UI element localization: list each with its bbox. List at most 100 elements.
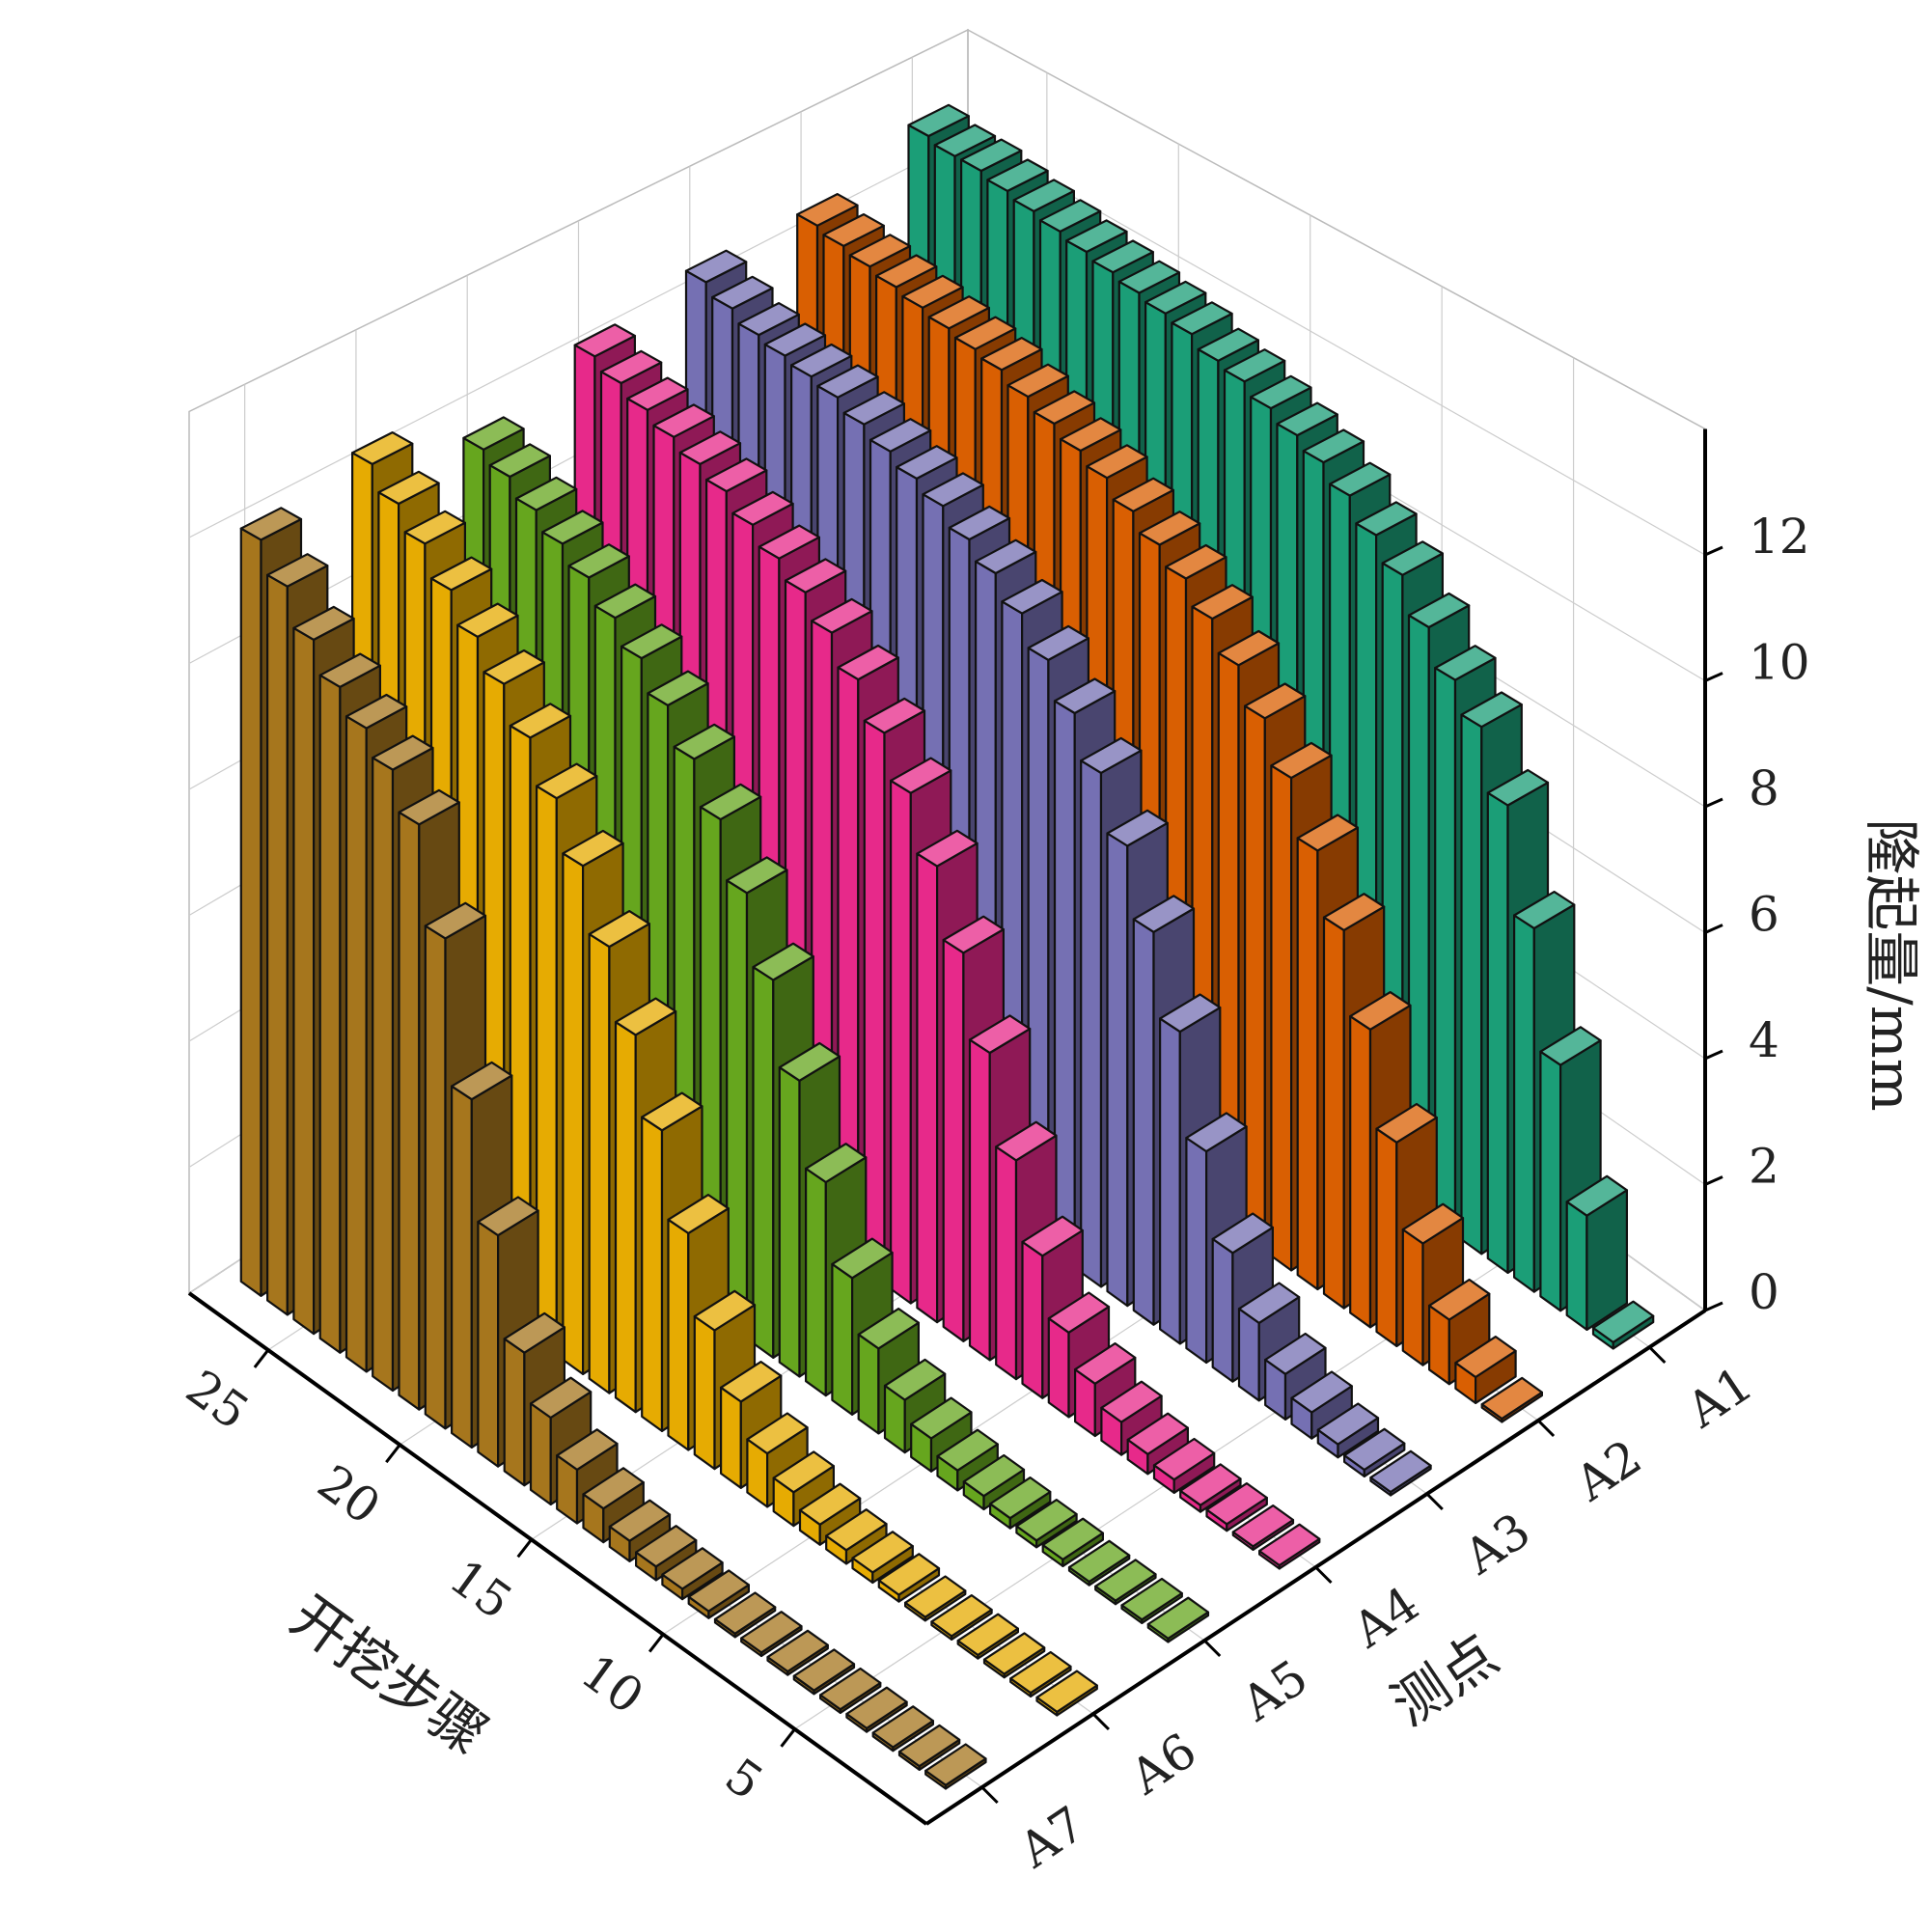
bar-top: [731, 490, 794, 526]
bar-top: [719, 1360, 783, 1403]
bar-top: [1120, 1577, 1183, 1621]
bar-top: [661, 1547, 724, 1590]
bar-top: [1480, 1376, 1544, 1421]
bar-top: [1132, 895, 1196, 933]
bar-top: [626, 376, 689, 411]
bar-face: [1106, 832, 1129, 1308]
bar: [1480, 1376, 1544, 1423]
bar: [792, 1648, 856, 1696]
bar-face: [1132, 918, 1155, 1326]
y-tick: [1648, 1345, 1667, 1365]
bar-top: [462, 416, 525, 451]
bar-top: [889, 757, 952, 794]
bar-top: [678, 430, 742, 465]
bar: [1041, 1517, 1105, 1568]
bar-top: [936, 1428, 999, 1472]
z-tick-label: 6: [1749, 887, 1779, 943]
bar-face: [345, 715, 368, 1373]
bar: [825, 1508, 888, 1565]
bar: [1565, 1174, 1629, 1332]
z-tick-label: 0: [1749, 1264, 1779, 1320]
bar-face: [1270, 764, 1293, 1272]
bar-top: [1021, 1215, 1084, 1257]
bar-top: [1296, 814, 1360, 852]
bar-top: [974, 538, 1037, 575]
bar-top: [877, 1553, 941, 1596]
bar-top: [848, 234, 912, 268]
bar-top: [1073, 1341, 1137, 1385]
bar-top: [614, 997, 677, 1036]
y-tick-label: A7: [1008, 1796, 1095, 1880]
bar-top: [1009, 1650, 1072, 1695]
z-tick: [1704, 1175, 1723, 1186]
bar-top: [995, 1120, 1058, 1162]
bar-top: [647, 670, 709, 707]
bar-top: [477, 1196, 539, 1237]
bar-top: [772, 1450, 836, 1494]
y-tick: [1314, 1565, 1333, 1585]
bar-top: [740, 1611, 803, 1654]
bar-face: [266, 573, 289, 1316]
bar-top: [903, 1575, 967, 1618]
bar-top: [1185, 1112, 1248, 1153]
x-tick-label: 10: [571, 1643, 654, 1725]
bar-top: [351, 431, 414, 465]
y-tick-label: A6: [1119, 1723, 1206, 1807]
bar-top: [567, 543, 630, 579]
bar-top: [842, 391, 906, 426]
z-tick: [1704, 1049, 1723, 1061]
bar-face: [477, 1220, 500, 1468]
y-tick-label: A2: [1565, 1429, 1652, 1513]
bar-top: [804, 1143, 868, 1184]
bar-top: [857, 1307, 921, 1350]
bar-top: [822, 213, 885, 247]
bar-top: [868, 418, 932, 453]
bar-top: [372, 734, 434, 771]
bar-top: [1591, 1300, 1655, 1344]
y-tick-label: A1: [1676, 1356, 1763, 1440]
bar-top: [798, 1482, 862, 1526]
bar-face: [1243, 704, 1266, 1253]
bar-top: [825, 1508, 888, 1552]
bar-face: [1211, 1237, 1234, 1383]
z-tick-label: 2: [1749, 1139, 1779, 1195]
bar-top: [907, 103, 970, 138]
bar-face: [239, 527, 262, 1297]
bar: [845, 1686, 908, 1733]
bar-top: [1144, 280, 1207, 315]
bar-top: [1355, 501, 1418, 537]
bar: [1257, 1523, 1321, 1570]
bar-face: [318, 674, 342, 1354]
bar-top: [634, 1525, 698, 1568]
bar-top: [922, 472, 984, 508]
bar-top: [1138, 511, 1201, 546]
bar: [818, 1667, 882, 1715]
bar-top: [956, 1613, 1020, 1657]
bar: [897, 1724, 961, 1772]
bar-top: [1270, 741, 1333, 780]
bar-top: [784, 558, 847, 593]
bar: [903, 1575, 967, 1622]
bar: [740, 1611, 803, 1658]
bar-face: [804, 1167, 827, 1397]
bar-top: [667, 1193, 730, 1235]
bar-top: [1512, 890, 1576, 930]
bar-face: [372, 757, 395, 1393]
bar-top: [699, 783, 762, 821]
bar-top: [924, 1743, 987, 1786]
bar-top: [816, 364, 879, 399]
x-tick: [516, 1538, 533, 1559]
bar-top: [1290, 1370, 1353, 1414]
bar-top: [573, 323, 637, 358]
bar: [1179, 1463, 1242, 1513]
bar-top: [831, 1237, 894, 1280]
bar-face: [562, 852, 585, 1376]
bar-face: [1322, 916, 1345, 1310]
bar-top: [456, 602, 519, 639]
bar: [1094, 1559, 1157, 1606]
bar-top: [1434, 645, 1497, 681]
bar-top: [1381, 540, 1445, 576]
bar-top: [1033, 390, 1096, 426]
bar: [1009, 1650, 1072, 1698]
